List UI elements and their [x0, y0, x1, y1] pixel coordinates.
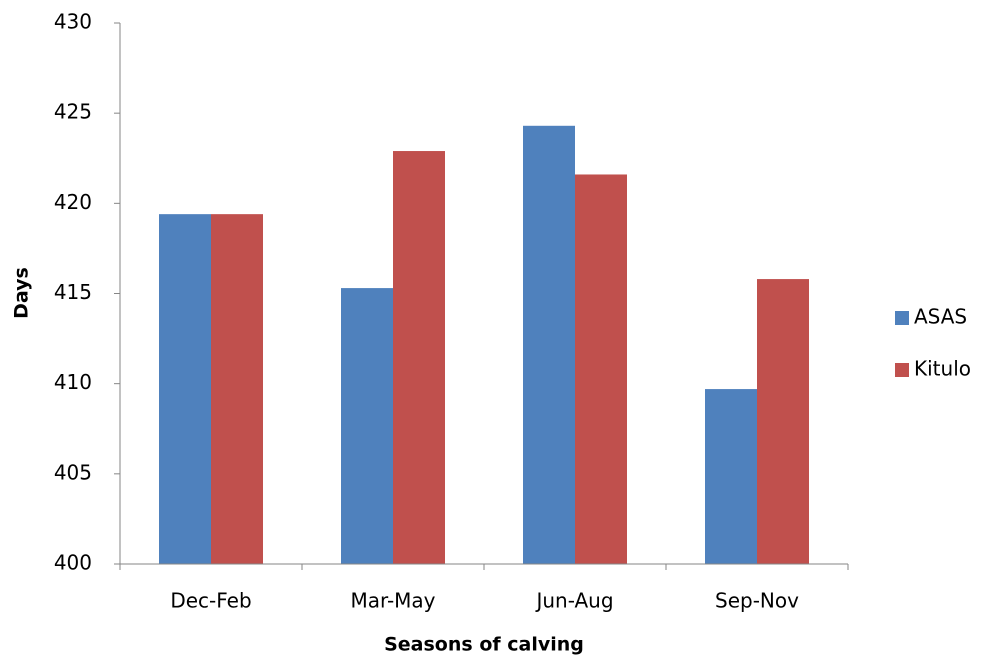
- legend-swatch: [895, 311, 909, 325]
- x-tick-label: Sep-Nov: [715, 589, 799, 613]
- y-axis-title: Days: [11, 267, 33, 319]
- y-tick-label: 410: [54, 370, 92, 394]
- legend-label: Kitulo: [914, 357, 971, 381]
- y-tick-label: 415: [54, 280, 92, 304]
- y-tick-label: 425: [54, 100, 92, 124]
- x-tick-label: Jun-Aug: [534, 589, 613, 613]
- x-axis-title: Seasons of calving: [384, 634, 584, 656]
- legend-label: ASAS: [914, 305, 967, 329]
- x-tick-label: Mar-May: [350, 589, 435, 613]
- legend-swatch: [895, 363, 909, 377]
- bar: [705, 389, 757, 564]
- y-tick-label: 405: [54, 460, 92, 484]
- x-tick-label: Dec-Feb: [170, 589, 251, 613]
- bar: [575, 174, 627, 565]
- bar: [393, 151, 445, 564]
- bar: [757, 279, 809, 564]
- y-tick-label: 420: [54, 190, 92, 214]
- bar: [341, 288, 393, 564]
- bar: [211, 214, 263, 565]
- bar: [159, 214, 211, 565]
- y-tick-label: 400: [54, 551, 92, 575]
- y-tick-label: 430: [54, 10, 92, 34]
- bar: [523, 125, 575, 564]
